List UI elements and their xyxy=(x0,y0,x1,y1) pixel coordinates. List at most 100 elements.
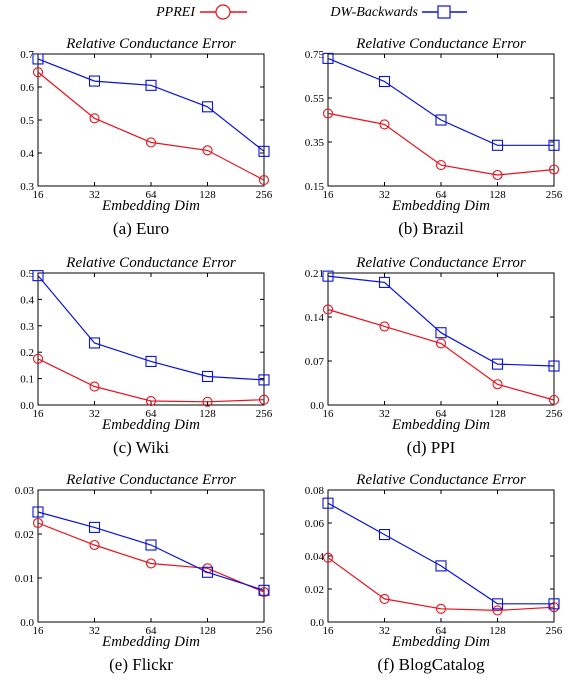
y-tick-label: 0.4 xyxy=(20,294,34,306)
x-tick-label: 256 xyxy=(546,189,563,201)
pprei-point xyxy=(379,119,390,130)
x-tick-label: 128 xyxy=(489,625,506,637)
x-tick-label: 64 xyxy=(146,408,158,420)
chart-title: Relative Conductance Error xyxy=(65,255,236,271)
x-tick-label: 16 xyxy=(323,189,335,201)
y-tick-label: 0.02 xyxy=(305,584,324,596)
dw-backwards-point xyxy=(322,52,334,64)
y-tick-label: 0.0 xyxy=(20,617,34,629)
dw-backwards-point xyxy=(32,506,44,518)
legend-dw-marker xyxy=(437,5,451,19)
pprei-point xyxy=(322,552,334,563)
pprei-point xyxy=(32,67,44,78)
dw-backwards-point xyxy=(378,276,391,288)
chart-title: Relative Conductance Error xyxy=(355,472,526,488)
panel-wiki: 0.0 0.1 0.2 0.3 0.4 0.5 16 32 64 128 256 Relative C… xyxy=(6,249,276,464)
y-tick-label: 0.0 xyxy=(20,400,34,412)
y-tick-label: 0.02 xyxy=(15,529,34,541)
series-line-dw-backwards xyxy=(327,57,554,146)
dw-backwards-point xyxy=(258,374,270,386)
y-tick-label: 0.01 xyxy=(15,573,34,585)
x-tick-label: 32 xyxy=(379,625,390,637)
dw-backwards-point xyxy=(201,566,214,578)
legend-dw-label: DW-Backwards xyxy=(329,5,418,20)
dw-backwards-point xyxy=(435,114,447,126)
y-tick-label: 0.08 xyxy=(305,485,325,497)
dw-backwards-point xyxy=(88,337,101,349)
y-tick-label: 0.2 xyxy=(20,347,34,359)
series-line-pprei xyxy=(37,71,265,181)
caption-brazil: (b) Brazil xyxy=(398,219,464,238)
legend-ppr-label: PPREI xyxy=(155,5,196,20)
pprei-point xyxy=(435,160,447,171)
series-line-dw-backwards xyxy=(37,275,265,381)
x-tick-label: 64 xyxy=(146,625,158,637)
pprei-point xyxy=(435,338,447,349)
x-axis-label: Embedding Dim xyxy=(101,198,200,214)
x-tick-label: 16 xyxy=(33,625,45,637)
y-tick-label: 0.7 xyxy=(20,49,34,61)
dw-backwards-point xyxy=(145,355,157,367)
x-tick-label: 32 xyxy=(89,189,100,201)
dw-backwards-point xyxy=(258,584,270,596)
pprei-point xyxy=(145,558,157,569)
x-axis-label: Embedding Dim xyxy=(101,417,200,433)
pprei-point xyxy=(379,321,390,332)
plot-frame xyxy=(37,272,265,406)
chart-blogcatalog: 0.0 0.02 0.04 0.06 0.08 16 32 64 128 256 Relative … xyxy=(305,472,563,650)
panel-euro: 0.3 0.4 0.5 0.6 0.7 16 32 64 128 256 Relative Cond… xyxy=(6,30,276,245)
pprei-point xyxy=(258,175,270,186)
chart-flickr: 0.0 0.01 0.02 0.03 16 32 64 128 256 Relative Cond… xyxy=(15,472,273,650)
x-tick-label: 16 xyxy=(323,408,335,420)
plot-frame xyxy=(37,489,265,623)
panel-flickr: 0.0 0.01 0.02 0.03 16 32 64 128 256 Relative Cond… xyxy=(6,466,276,681)
dw-backwards-point xyxy=(435,327,447,339)
chart-title: Relative Conductance Error xyxy=(65,472,236,488)
series-line-pprei xyxy=(327,557,555,612)
y-tick-label: 0.5 xyxy=(20,115,34,127)
chart-brazil: 0.15 0.35 0.55 0.75 16 32 64 128 256 Relative Con… xyxy=(305,36,563,214)
y-tick-label: 0.0 xyxy=(310,400,324,412)
dw-backwards-point xyxy=(491,598,504,610)
pprei-point xyxy=(322,108,334,119)
y-tick-label: 0.21 xyxy=(305,268,324,280)
dw-backwards-point xyxy=(378,528,391,541)
pprei-point xyxy=(435,603,447,614)
x-tick-label: 256 xyxy=(256,408,273,420)
x-tick-label: 16 xyxy=(33,408,45,420)
caption-wiki: (c) Wiki xyxy=(112,438,170,457)
pprei-point xyxy=(89,381,100,392)
x-tick-label: 32 xyxy=(89,408,100,420)
y-tick-label: 0.55 xyxy=(305,93,325,105)
x-tick-label: 32 xyxy=(89,625,100,637)
caption-ppi: (d) PPI xyxy=(406,438,456,457)
x-tick-label: 256 xyxy=(546,625,563,637)
dw-backwards-point xyxy=(491,139,504,151)
panel-brazil: 0.15 0.35 0.55 0.75 16 32 64 128 256 Relative Con… xyxy=(296,30,566,245)
pprei-point xyxy=(202,396,213,407)
dw-backwards-point xyxy=(548,139,560,151)
plot-frame xyxy=(37,53,265,187)
y-tick-label: 0.06 xyxy=(305,518,325,530)
chart-title: Relative Conductance Error xyxy=(65,36,236,52)
x-axis-label: Embedding Dim xyxy=(391,198,490,214)
y-tick-label: 0.3 xyxy=(20,181,34,193)
plot-frame xyxy=(327,489,555,623)
dw-backwards-point xyxy=(258,145,270,157)
y-tick-label: 0.14 xyxy=(305,312,325,324)
y-tick-label: 0.07 xyxy=(305,356,325,368)
x-tick-label: 16 xyxy=(323,625,335,637)
x-tick-label: 128 xyxy=(489,189,506,201)
pprei-point xyxy=(89,113,100,124)
caption-blogcatalog: (f) BlogCatalog xyxy=(377,655,485,674)
caption-euro: (a) Euro xyxy=(112,219,170,238)
x-tick-label: 64 xyxy=(436,189,448,201)
dw-backwards-point xyxy=(88,521,101,533)
x-tick-label: 256 xyxy=(256,189,273,201)
chart-ppi: 0.0 0.07 0.14 0.21 16 32 64 128 256 Relative Cond… xyxy=(305,255,563,433)
y-tick-label: 0.35 xyxy=(305,137,325,149)
chart-euro: 0.3 0.4 0.5 0.6 0.7 16 32 64 128 256 Relative Cond… xyxy=(20,36,273,214)
y-tick-label: 0.5 xyxy=(20,268,34,280)
dw-backwards-point xyxy=(201,101,214,113)
x-tick-label: 128 xyxy=(489,408,506,420)
